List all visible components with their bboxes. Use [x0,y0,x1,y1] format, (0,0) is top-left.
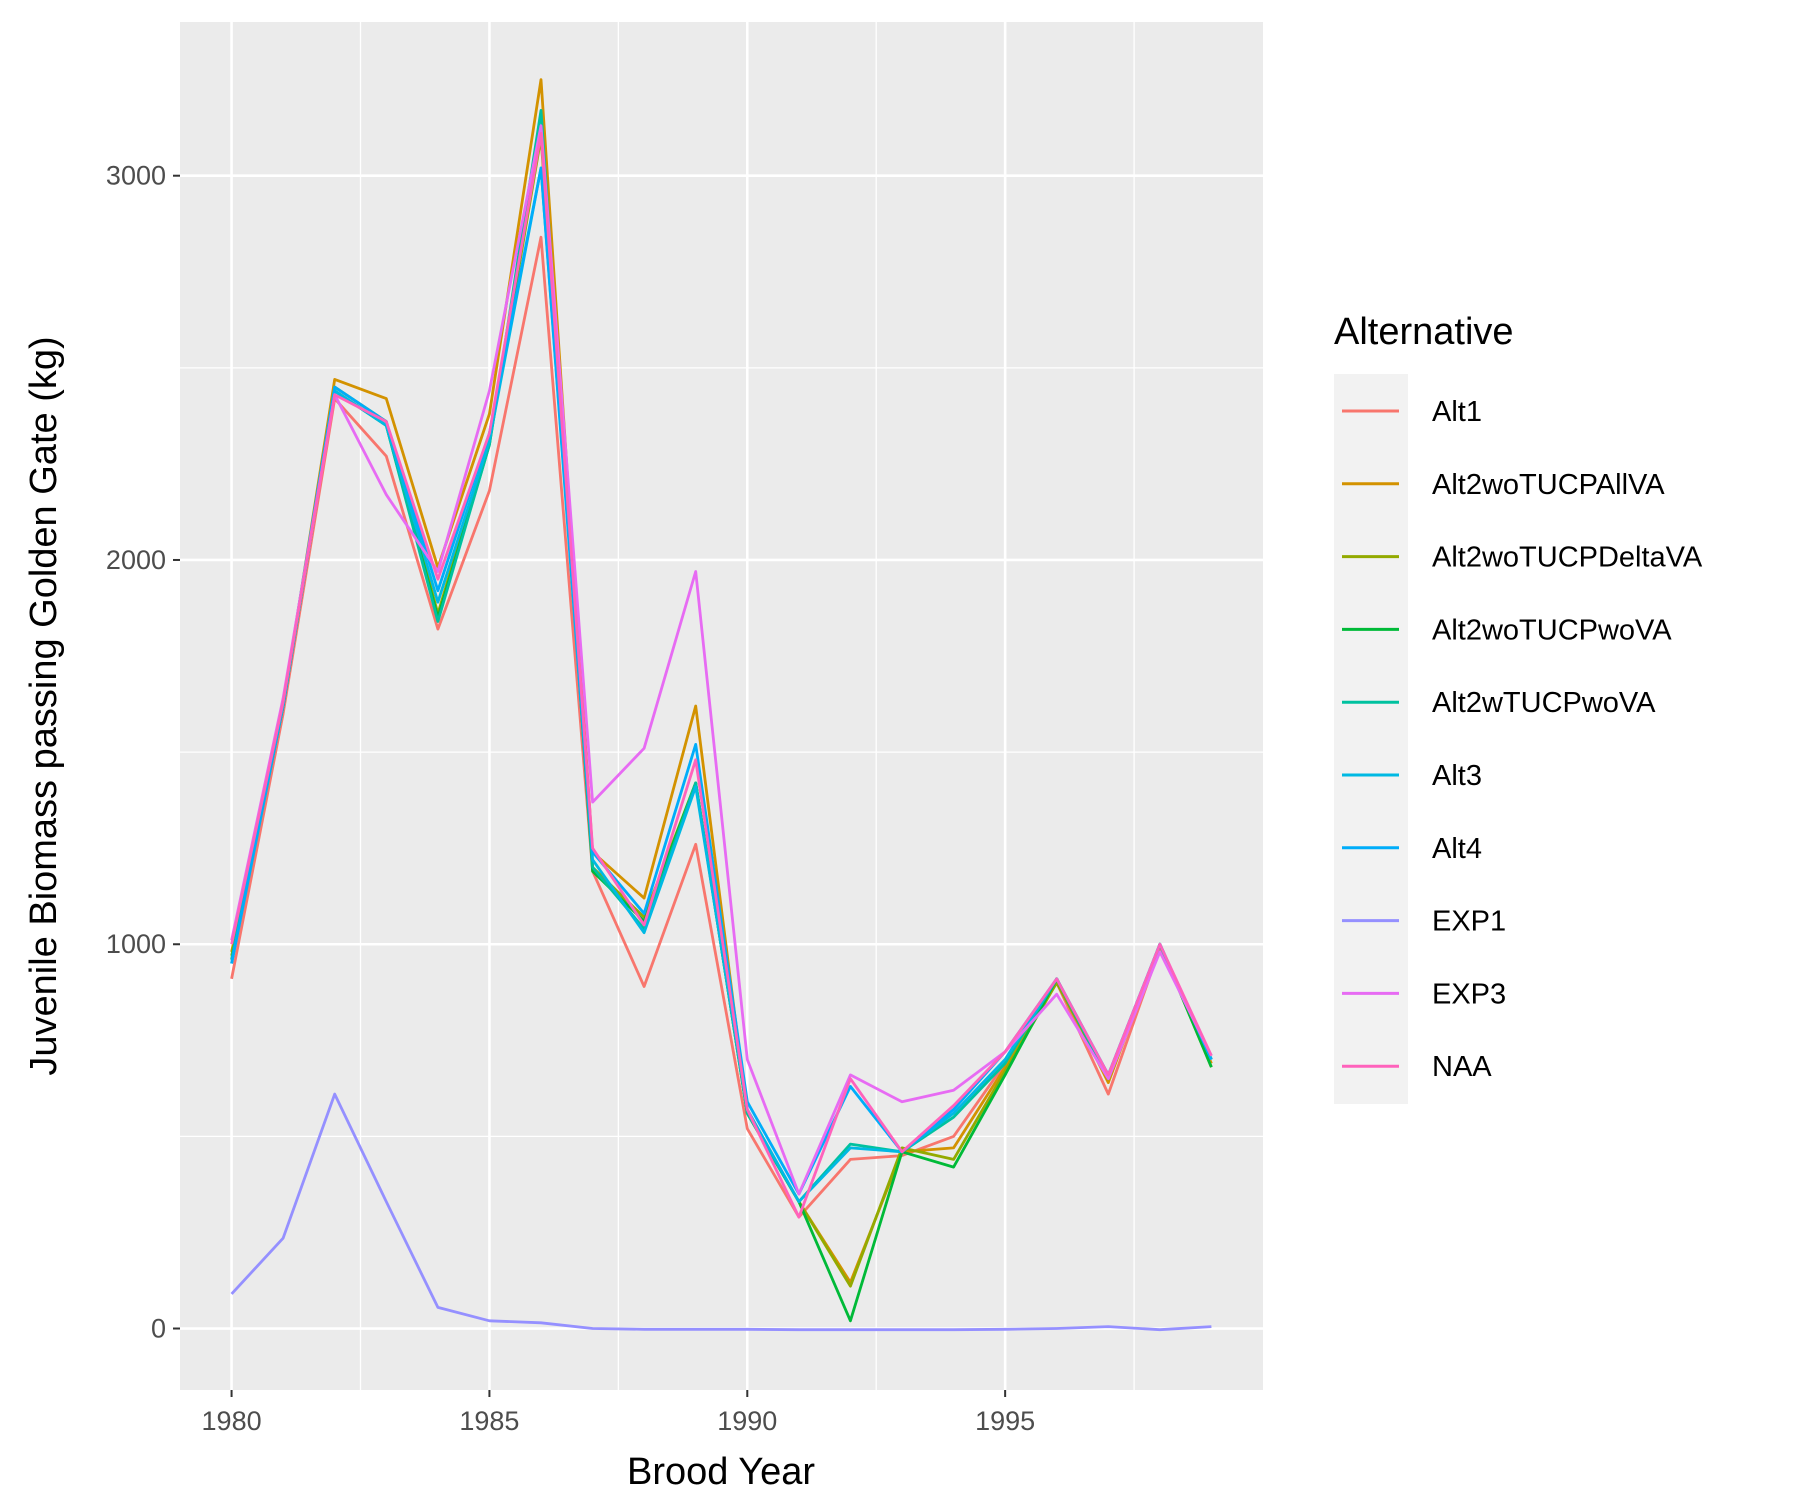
legend-key-background [1334,374,1408,1104]
legend-label: Alt2woTUCPwoVA [1432,614,1672,646]
y-tick-label: 1000 [106,929,166,959]
x-axis: 1980 1985 1990 1995 [202,1390,1035,1436]
series-line-naa [230,131,1213,1219]
legend-item-alt1: Alt1 [1342,396,1482,428]
legend-label: NAA [1432,1051,1492,1083]
y-axis-title: Juvenile Biomass passing Golden Gate (kg… [23,336,65,1075]
legend-label: Alt2wTUCPwoVA [1432,687,1656,719]
legend-item-exp3: EXP3 [1342,978,1506,1010]
x-tick-label: 1990 [717,1406,777,1436]
x-tick-label: 1980 [202,1406,262,1436]
series-lines [230,78,1213,1332]
legend-title: Alternative [1334,311,1514,353]
legend-label: EXP3 [1432,978,1506,1010]
legend-label: Alt2woTUCPAllVA [1432,469,1665,501]
legend-item-alt2wotucpallva: Alt2woTUCPAllVA [1342,469,1665,501]
x-tick-label: 1985 [459,1406,519,1436]
y-tick-label: 2000 [106,545,166,575]
y-tick-label: 0 [151,1314,166,1344]
y-axis: 0 1000 2000 3000 [106,161,180,1344]
legend-item-alt4: Alt4 [1342,833,1482,865]
legend-items: Alt1 Alt2woTUCPAllVA Alt2woTUCPDeltaVA Alt2… [1342,396,1703,1083]
legend-item-naa: NAA [1342,1051,1492,1083]
panel-background [180,22,1263,1390]
legend-item-alt2wotucpwova: Alt2woTUCPwoVA [1342,614,1672,646]
legend-label: Alt2woTUCPDeltaVA [1432,542,1703,574]
legend-item-alt2wtucpwova: Alt2wTUCPwoVA [1342,687,1656,719]
legend: Alternative Alt1 Alt2woTUCPAllVA Alt2woTUC… [1334,311,1703,1104]
legend-item-alt2wotucpdeltava: Alt2woTUCPDeltaVA [1342,542,1703,574]
minor-gridlines [180,22,1263,1390]
y-tick-label: 3000 [106,161,166,191]
legend-label: Alt3 [1432,760,1482,792]
legend-label: EXP1 [1432,906,1506,938]
x-axis-title: Brood Year [627,1451,815,1493]
x-tick-label: 1995 [975,1406,1035,1436]
legend-item-alt3: Alt3 [1342,760,1482,792]
legend-label: Alt1 [1432,396,1482,428]
legend-label: Alt4 [1432,833,1482,865]
legend-item-exp1: EXP1 [1342,906,1506,938]
series-line-exp3 [230,124,1213,1196]
series-line-exp1 [230,1092,1212,1332]
